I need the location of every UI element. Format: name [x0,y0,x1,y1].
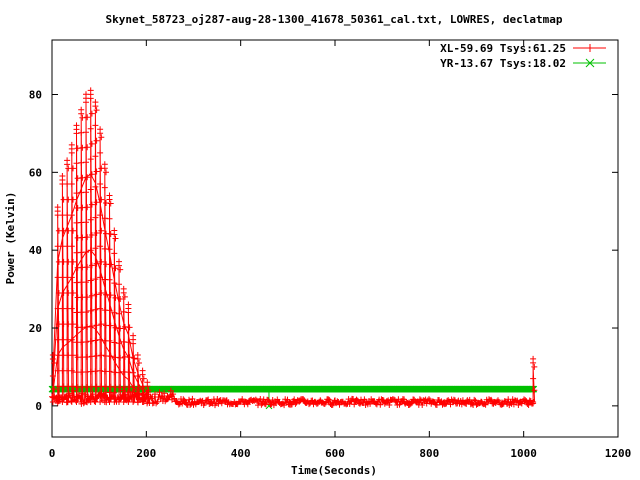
legend-marker-xl [586,44,594,52]
x-tick-label: 1200 [605,447,632,460]
legend-label-yr: YR-13.67 Tsys:18.02 [440,57,566,70]
legend-label-xl: XL-59.69 Tsys:61.25 [440,42,566,55]
y-tick-label: 40 [29,244,42,257]
xl-markers [49,87,538,409]
x-tick-label: 800 [419,447,439,460]
chart-title: Skynet_58723_oj287-aug-28-1300_41678_503… [106,13,563,26]
y-tick-label: 20 [29,322,42,335]
y-axis-label: Power (Kelvin) [4,192,17,285]
x-tick-label: 200 [136,447,156,460]
x-tick-label: 0 [49,447,56,460]
y-tick-label: 80 [29,88,42,101]
series-xl [49,87,538,409]
x-axis-label: Time(Seconds) [291,464,377,477]
y-tick-label: 0 [35,400,42,413]
y-tick-label: 60 [29,166,42,179]
axes: 0 200 400 600 800 1000 1200 0 20 40 60 80 [29,40,632,460]
x-tick-label: 400 [231,447,251,460]
legend: XL-59.69 Tsys:61.25 YR-13.67 Tsys:18.02 [440,42,606,70]
x-tick-label: 1000 [510,447,537,460]
xl-line [51,98,536,408]
legend-marker-yr [585,58,595,68]
x-tick-label: 600 [325,447,345,460]
